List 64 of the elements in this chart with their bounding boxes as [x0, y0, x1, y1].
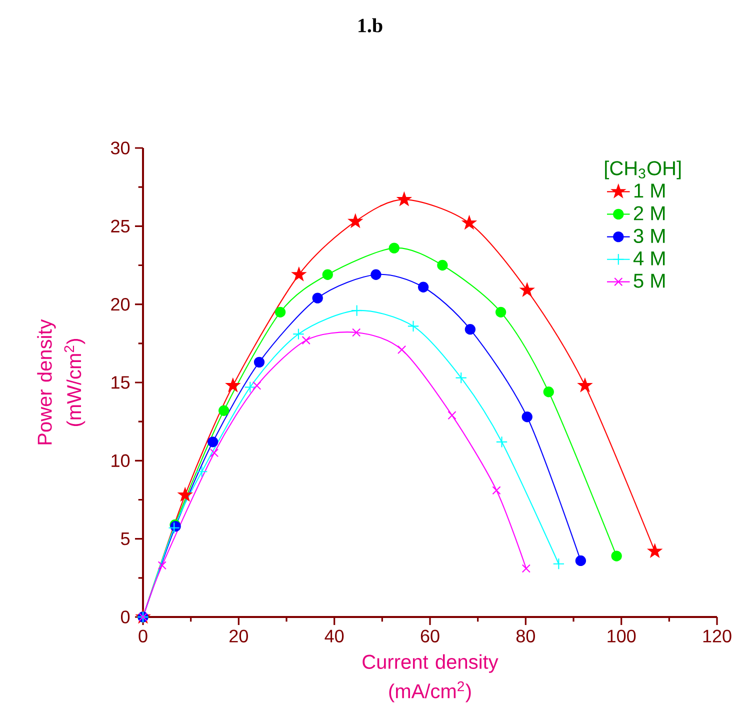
- point: [522, 564, 530, 573]
- point: [611, 550, 622, 562]
- point: [575, 555, 586, 566]
- y-tick-label: 30: [110, 142, 130, 154]
- point: [196, 466, 208, 478]
- legend-label: 1 M: [634, 184, 665, 198]
- x-tick-label: 60: [420, 630, 440, 642]
- point: [322, 269, 333, 280]
- point: [552, 558, 565, 570]
- y-tick-label: 10: [112, 454, 130, 468]
- point: [437, 260, 448, 271]
- point: [578, 378, 592, 392]
- point: [388, 242, 400, 254]
- point: [397, 192, 412, 206]
- x-tick-label: 80: [516, 630, 535, 642]
- point: [254, 356, 265, 368]
- point: [543, 386, 554, 398]
- y-tick-label: 5: [120, 532, 130, 546]
- point: [312, 292, 323, 304]
- x-tick-label: 100: [608, 630, 636, 642]
- legend-label: 2 M: [634, 206, 665, 220]
- point: [350, 304, 363, 316]
- point: [352, 328, 361, 337]
- x-tick-label: 120: [703, 630, 732, 642]
- x-tick-label: 20: [230, 630, 248, 642]
- point: [302, 336, 310, 345]
- point: [520, 283, 534, 296]
- point: [244, 381, 256, 394]
- y-tick-label: 15: [112, 376, 130, 389]
- point: [407, 320, 420, 332]
- point: [448, 411, 456, 420]
- point: [455, 372, 467, 384]
- point: [492, 486, 501, 495]
- point: [496, 436, 508, 448]
- point: [495, 306, 506, 318]
- point: [274, 306, 286, 318]
- legend-label: 4 M: [633, 251, 665, 266]
- point: [178, 488, 192, 501]
- point: [210, 448, 219, 458]
- legend-label: 5 M: [634, 274, 665, 288]
- point: [522, 412, 532, 422]
- point: [462, 216, 476, 229]
- x-axis-title: Current density (mA/cm$^{2}$): [362, 654, 498, 702]
- point: [464, 324, 476, 335]
- point: [158, 561, 166, 570]
- legend-label: 3 M: [634, 228, 665, 244]
- point: [418, 282, 429, 292]
- y-tick-label: 0: [120, 610, 130, 624]
- x-tick-label: 0: [138, 630, 148, 642]
- point: [292, 267, 306, 281]
- point: [348, 214, 362, 228]
- chart-title: 1.b: [358, 18, 382, 32]
- point: [292, 328, 304, 340]
- point: [397, 345, 406, 354]
- y-tick-label: 20: [111, 298, 130, 311]
- point: [208, 436, 218, 448]
- x-tick-label: 40: [324, 630, 344, 642]
- y-tick-label: 25: [111, 220, 130, 233]
- point: [648, 544, 662, 558]
- point: [252, 381, 262, 390]
- point: [218, 405, 230, 416]
- legend-title: [CH$_{3}$OH]: [605, 160, 681, 180]
- point: [226, 378, 240, 392]
- point: [370, 269, 382, 280]
